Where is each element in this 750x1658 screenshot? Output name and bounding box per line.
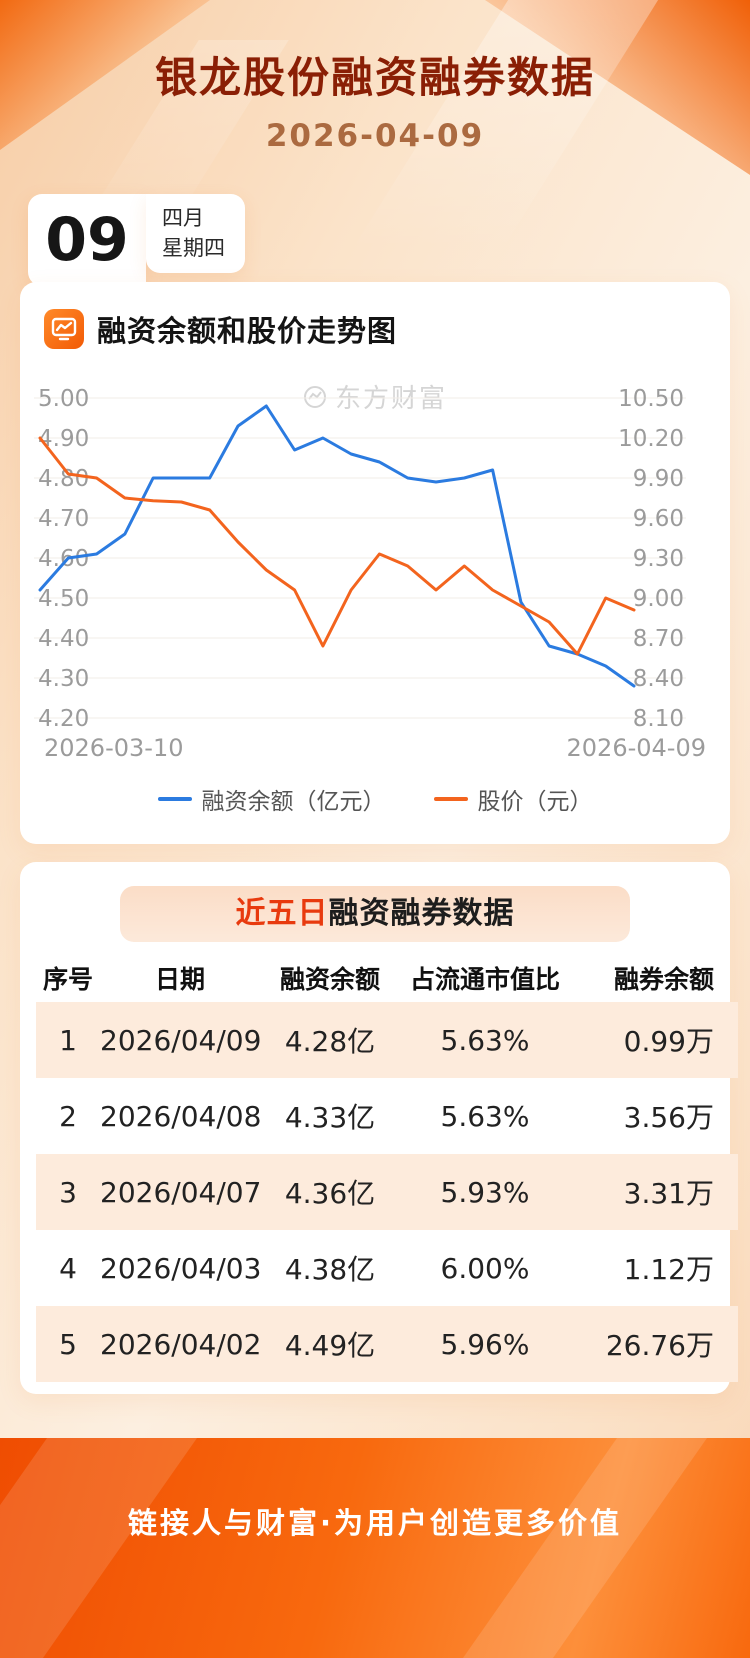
table-cell: 4: [59, 1251, 77, 1285]
legend-item: 股价（元）: [433, 782, 593, 816]
table-cell: 2026/04/03: [100, 1251, 262, 1285]
table-cell: 4.28亿: [284, 1025, 376, 1058]
axis-tick-label: 5.00: [38, 386, 89, 412]
chart-card: 融资余额和股价走势图 东方财富 5.00 4.90 4.80 4.70 4.60 4.50…: [20, 282, 730, 844]
axis-tick-label: 8.10: [633, 706, 684, 730]
trend-chart-icon: [44, 309, 84, 349]
table-heading: 近五日融资融券数据: [120, 886, 630, 942]
table-cell: 4.49亿: [284, 1329, 376, 1362]
legend-item: 融资余额（亿元）: [157, 782, 386, 816]
table-cell: 4.38亿: [284, 1253, 376, 1286]
table-row: 1 2026/04/09 4.28亿 5.63% 0.99万: [36, 1002, 738, 1078]
axis-tick-label: 4.30: [38, 666, 89, 692]
axis-tick-label: 10.20: [618, 426, 684, 452]
table-cell: 1: [59, 1023, 77, 1057]
table-heading-rest: 融资融券数据: [328, 896, 515, 931]
date-badge-tab: 四月 星期四: [146, 194, 245, 273]
axis-tick-label: 8.40: [633, 666, 684, 692]
chart-card-header: 融资余额和股价走势图: [44, 308, 397, 350]
x-axis-labels: 2026-03-10 2026-04-09: [44, 734, 706, 762]
table-row: 4 2026/04/03 4.38亿 6.00% 1.12万: [36, 1230, 738, 1306]
table-row: 3 2026/04/07 4.36亿 5.93% 3.31万: [36, 1154, 738, 1230]
column-header: 占流通市值比: [409, 965, 560, 994]
axis-tick-label: 9.30: [633, 546, 684, 572]
table-cell: 1.12万: [623, 1253, 714, 1286]
axis-tick-label: 9.90: [633, 466, 684, 492]
table-row: 2 2026/04/08 4.33亿 5.63% 3.56万: [36, 1078, 738, 1154]
axis-tick-label: 4.60: [38, 546, 89, 572]
table-cell: 2026/04/09: [100, 1023, 262, 1057]
line-chart: 5.004.904.804.704.604.504.404.304.2010.5…: [34, 386, 686, 730]
table-cell: 5.63%: [440, 1023, 530, 1057]
column-header: 融券余额: [613, 965, 714, 994]
table-cell: 4.33亿: [284, 1101, 376, 1134]
legend-label: 融资余额（亿元）: [201, 789, 386, 815]
table-cell: 6.00%: [440, 1251, 530, 1285]
stock_price-line: [38, 436, 636, 656]
date-badge-weekday: 星期四: [162, 236, 225, 261]
x-axis-start-label: 2026-03-10: [44, 734, 184, 762]
chart-heading: 融资余额和股价走势图: [97, 314, 398, 348]
table-cell: 3.31万: [623, 1177, 714, 1210]
table-card: 近五日融资融券数据 东方财富 序号 日期 融资余额 占流通市值比 融券余额 1 2026/…: [20, 862, 738, 1394]
date-badge-month: 四月: [162, 206, 204, 230]
column-header: 融资余额: [279, 965, 380, 994]
table-cell: 2: [59, 1099, 77, 1133]
axis-tick-label: 9.00: [633, 586, 684, 612]
date-badge-day: 09: [28, 194, 146, 286]
table-cell: 5.96%: [440, 1327, 530, 1361]
table-body: 1 2026/04/09 4.28亿 5.63% 0.99万 2 2026/04/08 4.3…: [36, 1002, 738, 1382]
table-cell: 4.36亿: [284, 1177, 376, 1210]
table-cell: 2026/04/07: [100, 1175, 262, 1209]
table-row: 5 2026/04/02 4.49亿 5.96% 26.76万: [36, 1306, 738, 1382]
page-subtitle-date: 2026-04-09: [265, 118, 485, 154]
axis-tick-label: 4.20: [38, 706, 89, 730]
table-cell: 26.76万: [605, 1329, 714, 1362]
footer-banner: 链接人与财富·为用户创造更多价值: [0, 1438, 750, 1658]
axis-tick-label: 4.90: [38, 426, 89, 452]
table-cell: 3.56万: [623, 1101, 714, 1134]
table-cell: 2026/04/02: [100, 1327, 262, 1361]
margin_balance-line: [38, 404, 636, 688]
footer-stripe: [462, 1438, 708, 1658]
legend-line-swatch: [157, 797, 192, 801]
column-header: 日期: [154, 965, 205, 994]
axis-tick-label: 9.60: [633, 506, 684, 532]
legend-label: 股价（元）: [477, 789, 593, 815]
table-cell: 5: [59, 1327, 77, 1361]
table-cell: 3: [59, 1175, 77, 1209]
table-cell: 5.63%: [440, 1099, 530, 1133]
axis-tick-label: 10.50: [618, 386, 684, 412]
chart-legend: 融资余额（亿元） 股价（元）: [20, 782, 730, 816]
table-header-row: 序号 日期 融资余额 占流通市值比 融券余额: [36, 954, 738, 1002]
page-title: 银龙股份融资融券数据: [154, 53, 595, 102]
table-heading-highlight: 近五日: [235, 896, 329, 931]
footer-slogan: 链接人与财富·为用户创造更多价值: [127, 1506, 623, 1540]
axis-tick-label: 4.70: [38, 506, 89, 532]
x-axis-end-label: 2026-04-09: [566, 734, 706, 762]
column-header: 序号: [42, 965, 93, 994]
axis-tick-label: 4.50: [38, 586, 89, 612]
legend-line-swatch: [433, 797, 468, 801]
table-cell: 0.99万: [623, 1025, 714, 1058]
margin-data-table: 序号 日期 融资余额 占流通市值比 融券余额 1 2026/04/09 4.28亿 5.63%…: [36, 954, 738, 1382]
date-badge: 09 四月 星期四: [28, 194, 245, 286]
axis-tick-label: 4.40: [38, 626, 89, 652]
footer-stripe: [0, 1438, 198, 1658]
table-cell: 5.93%: [440, 1175, 530, 1209]
axis-tick-label: 8.70: [633, 626, 684, 652]
table-cell: 2026/04/08: [100, 1099, 262, 1133]
